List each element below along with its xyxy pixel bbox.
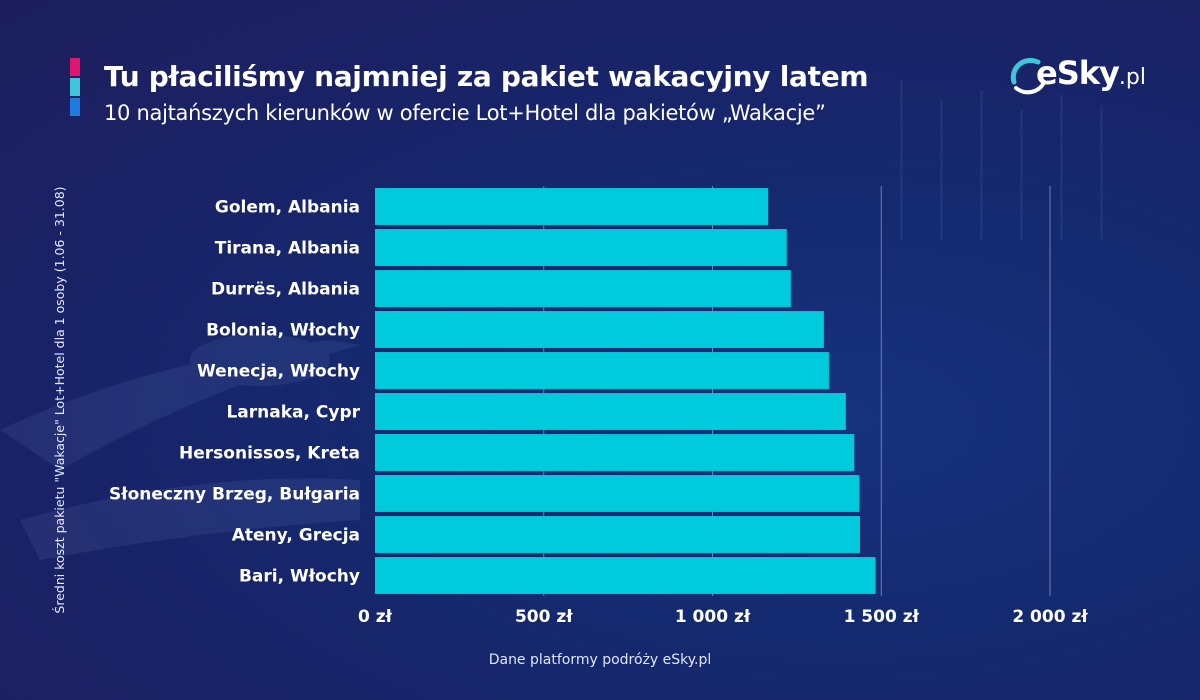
bar	[375, 352, 829, 389]
category-label: Bolonia, Włochy	[206, 321, 360, 341]
x-tick-label: 2 000 zł	[1012, 607, 1088, 627]
category-label: Hersonissos, Kreta	[179, 444, 360, 464]
accent-blue	[70, 98, 80, 116]
accent-pink	[70, 58, 80, 76]
esky-logo: eSky.pl	[1010, 52, 1146, 100]
category-label: Bari, Włochy	[239, 567, 360, 587]
page-title: Tu płaciliśmy najmniej za pakiet wakacyj…	[104, 60, 869, 93]
bar	[375, 188, 769, 225]
accent-cyan	[70, 78, 80, 96]
category-label: Wenecja, Włochy	[197, 362, 360, 382]
logo-brand: eSky	[1036, 54, 1120, 92]
x-tick-label: 1 500 zł	[844, 607, 920, 627]
category-label: Larnaka, Cypr	[226, 403, 360, 423]
x-tick-label: 0 zł	[358, 607, 393, 627]
bar	[375, 516, 860, 553]
bar	[375, 311, 824, 348]
title-accent-bar	[70, 58, 80, 118]
bar	[375, 270, 791, 307]
category-label: Durrës, Albania	[211, 280, 360, 300]
category-label: Golem, Albania	[215, 198, 360, 218]
logo-suffix: .pl	[1118, 65, 1146, 90]
x-tick-label: 500 zł	[515, 607, 573, 627]
bar	[375, 475, 860, 512]
category-label: Słoneczny Brzeg, Bułgaria	[109, 485, 360, 505]
bar	[375, 557, 876, 594]
category-label: Tirana, Albania	[215, 239, 360, 259]
bar	[375, 229, 787, 266]
bar	[375, 434, 855, 471]
bar	[375, 393, 846, 430]
category-label: Ateny, Grecja	[232, 526, 360, 546]
page-subtitle: 10 najtańszych kierunków w ofercie Lot+H…	[104, 101, 826, 125]
data-source-note: Dane platformy podróży eSky.pl	[488, 652, 712, 668]
x-tick-label: 1 000 zł	[675, 607, 751, 627]
esky-swoosh-icon	[1010, 58, 1046, 95]
